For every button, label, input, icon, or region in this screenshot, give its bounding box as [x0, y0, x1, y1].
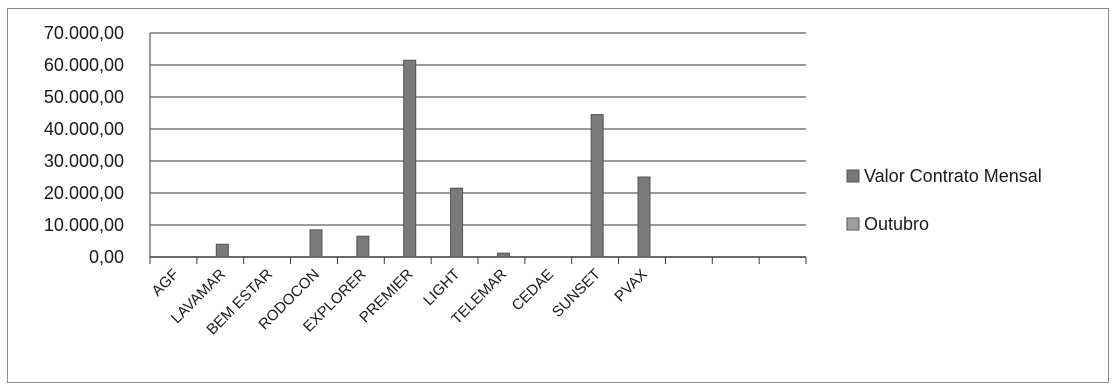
chart-frame	[7, 8, 1109, 383]
x-category-label: SUNSET	[549, 266, 604, 321]
y-tick-label: 10.000,00	[44, 215, 124, 235]
bar	[403, 59, 417, 258]
legend-label: Outubro	[864, 214, 929, 234]
bar	[356, 235, 370, 258]
x-category-label: PVAX	[611, 266, 651, 306]
bars	[215, 59, 651, 258]
bar	[590, 114, 604, 258]
x-category-label: LIGHT	[420, 266, 463, 309]
legend-swatch	[846, 169, 860, 183]
y-axis: 70.000,00 60.000,00 50.000,00 40.000,00 30.0…	[44, 23, 151, 267]
y-tick-label: 20.000,00	[44, 183, 124, 203]
bar	[496, 252, 510, 258]
bar	[215, 243, 229, 258]
y-tick-label: 70.000,00	[44, 23, 124, 43]
y-tick-label: 50.000,00	[44, 87, 124, 107]
y-tick-label: 0,00	[89, 247, 124, 267]
y-tick-label: 60.000,00	[44, 55, 124, 75]
y-tick-label: 30.000,00	[44, 151, 124, 171]
bar	[309, 229, 323, 258]
bar	[450, 187, 464, 258]
gridlines	[150, 32, 806, 258]
x-category-label: AGF	[148, 266, 182, 300]
y-tick-label: 40.000,00	[44, 119, 124, 139]
legend-swatch	[846, 217, 860, 231]
legend-label: Valor Contrato Mensal	[864, 166, 1042, 186]
bar	[637, 176, 651, 258]
legend: Valor Contrato Mensal Outubro	[846, 166, 1042, 234]
